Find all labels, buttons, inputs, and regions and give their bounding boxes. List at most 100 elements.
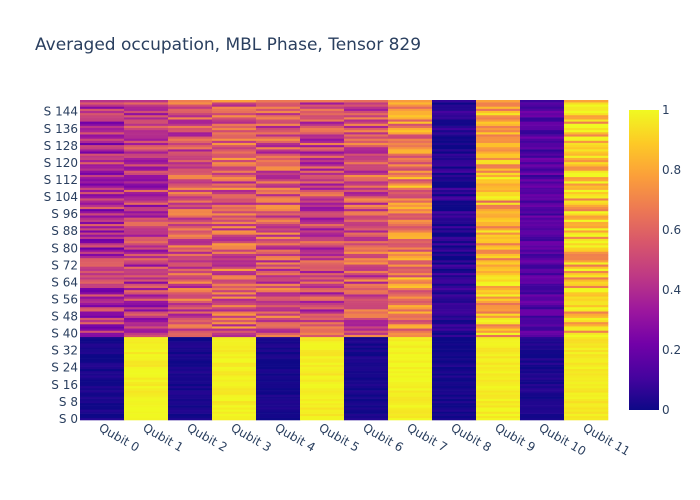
heatmap-cell <box>168 334 213 338</box>
heatmap-cell <box>432 330 477 333</box>
heatmap-cell <box>212 283 257 286</box>
heatmap-cell <box>212 402 257 406</box>
heatmap-cell <box>300 383 345 387</box>
heatmap-cell <box>80 210 125 214</box>
heatmap-cell <box>212 202 257 205</box>
heatmap-cell <box>476 206 521 210</box>
heatmap-cell <box>388 341 433 344</box>
heatmap-cell <box>476 238 521 242</box>
heatmap-cell <box>256 164 301 167</box>
heatmap-cell <box>564 370 609 374</box>
heatmap-cell <box>300 219 345 222</box>
heatmap-cell <box>388 407 433 410</box>
heatmap-cell <box>300 394 345 397</box>
heatmap-cell <box>388 223 433 227</box>
heatmap-cell <box>344 274 389 278</box>
heatmap-cell <box>212 153 257 156</box>
heatmap-cell <box>124 379 169 382</box>
chart-title: Averaged occupation, MBL Phase, Tensor 8… <box>35 35 421 55</box>
heatmap-cell <box>520 196 565 199</box>
heatmap-cell <box>256 208 301 212</box>
heatmap-cell <box>168 349 213 353</box>
heatmap-cell <box>212 106 257 109</box>
heatmap-cell <box>80 388 125 391</box>
heatmap-cell <box>212 311 257 314</box>
heatmap-cell <box>212 341 257 344</box>
heatmap-cell <box>476 232 521 235</box>
heatmap-cell <box>476 225 521 229</box>
heatmap-cell <box>256 189 301 193</box>
heatmap-cell <box>168 221 213 225</box>
heatmap-cell <box>344 144 389 148</box>
heatmap-cell <box>344 313 389 316</box>
heatmap-cell <box>256 264 301 267</box>
heatmap-cell <box>124 370 169 374</box>
heatmap-cell <box>344 336 389 340</box>
heatmap-cell <box>80 183 125 186</box>
heatmap-cell <box>564 221 609 225</box>
heatmap-cell <box>212 134 257 137</box>
heatmap-cell <box>256 266 301 269</box>
heatmap-cell <box>344 345 389 348</box>
heatmap-cell <box>124 242 169 246</box>
heatmap-cell <box>476 385 521 389</box>
heatmap-cell <box>80 272 125 276</box>
heatmap-cell <box>388 409 433 412</box>
heatmap-cell <box>300 242 345 246</box>
heatmap-cell <box>432 249 477 252</box>
heatmap-cell <box>168 379 213 382</box>
heatmap-cell <box>388 234 433 237</box>
heatmap-cell <box>564 415 609 419</box>
heatmap-cell <box>256 108 301 111</box>
heatmap-cell <box>476 157 521 161</box>
heatmap-cell <box>80 283 125 286</box>
heatmap-cell <box>212 174 257 178</box>
heatmap-cell <box>520 321 565 325</box>
heatmap-cell <box>300 375 345 378</box>
heatmap-cell <box>344 260 389 263</box>
heatmap-cell <box>212 230 257 233</box>
y-tick-label: S 16 <box>51 378 78 392</box>
heatmap-cell <box>388 319 433 323</box>
heatmap-cell <box>168 402 213 406</box>
heatmap-cell <box>564 417 609 421</box>
heatmap-cell <box>80 238 125 242</box>
colorbar-tick-label: 0 <box>662 403 670 417</box>
heatmap-cell <box>476 345 521 348</box>
heatmap-cell <box>476 349 521 353</box>
heatmap-cell <box>520 106 565 109</box>
heatmap-cell <box>80 298 125 301</box>
heatmap-cell <box>124 345 169 348</box>
heatmap-cell <box>80 379 125 382</box>
heatmap-cell <box>388 309 433 312</box>
heatmap-cell <box>344 193 389 197</box>
heatmap-cell <box>300 127 345 131</box>
heatmap-cell <box>256 225 301 229</box>
heatmap-cell <box>168 198 213 201</box>
heatmap-cell <box>388 230 433 233</box>
heatmap-cell <box>344 317 389 321</box>
heatmap-cell <box>432 189 477 193</box>
heatmap-cell <box>520 272 565 276</box>
heatmap-cell <box>256 242 301 246</box>
heatmap-cell <box>432 373 477 376</box>
heatmap-cell <box>256 328 301 331</box>
heatmap-cell <box>388 253 433 257</box>
heatmap-cell <box>564 228 609 231</box>
heatmap-cell <box>80 383 125 387</box>
heatmap-cell <box>388 311 433 314</box>
heatmap-cell <box>344 364 389 367</box>
heatmap-cell <box>124 264 169 267</box>
heatmap-cell <box>124 281 169 284</box>
heatmap-cell <box>564 377 609 380</box>
heatmap-cell <box>520 409 565 412</box>
heatmap-cell <box>432 251 477 254</box>
heatmap-cell <box>124 219 169 222</box>
heatmap-cell <box>256 390 301 393</box>
heatmap-cell <box>344 398 389 402</box>
heatmap-cell <box>212 123 257 126</box>
heatmap-cell <box>388 385 433 389</box>
heatmap-cell <box>564 413 609 417</box>
heatmap-cell <box>300 104 345 107</box>
heatmap-cell <box>520 210 565 214</box>
